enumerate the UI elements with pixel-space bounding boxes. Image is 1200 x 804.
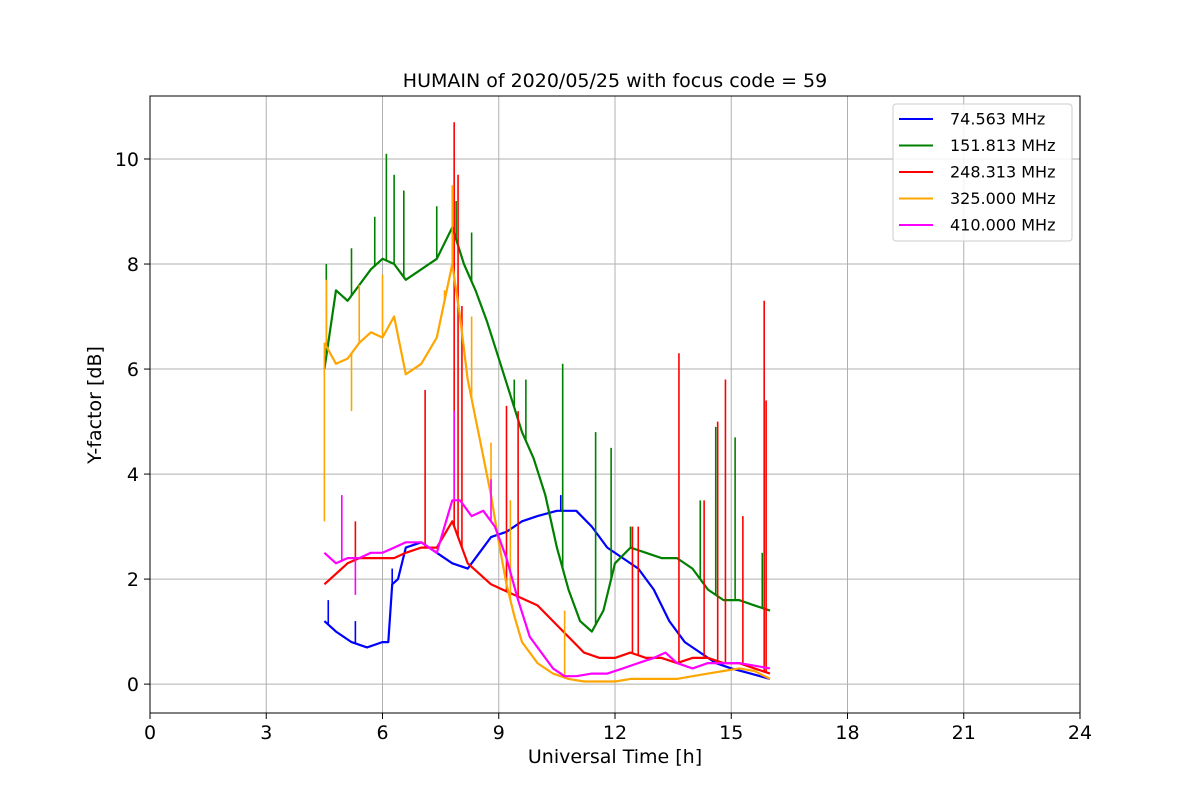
series-layer <box>323 122 771 683</box>
x-tick-label: 18 <box>835 722 859 744</box>
legend-items: 74.563 MHz 151.813 MHz 248.313 MHz 325.000 … <box>899 110 1055 235</box>
legend-box <box>892 103 1073 242</box>
legend-label: 151.813 MHz <box>950 136 1055 155</box>
chart-title: HUMAIN of 2020/05/25 with focus code = 5… <box>403 70 827 92</box>
y-tick-label: 2 <box>127 569 139 591</box>
x-tick-label: 6 <box>376 722 388 744</box>
series-line-5 <box>323 499 771 678</box>
x-tick-label: 12 <box>603 722 627 744</box>
series-line-1 <box>323 509 771 680</box>
legend-label: 74.563 MHz <box>950 110 1045 129</box>
series-line-3 <box>323 520 771 675</box>
legend-label: 325.000 MHz <box>950 189 1055 208</box>
y-tick-label: 6 <box>127 359 139 381</box>
y-tick-label: 10 <box>115 149 139 171</box>
legend-label: 410.000 MHz <box>950 216 1055 235</box>
y-tick-label: 4 <box>127 464 139 486</box>
y-tick-label: 8 <box>127 254 139 276</box>
y-axis-label: Y-factor [dB] <box>84 346 106 465</box>
x-tick-label: 21 <box>952 722 976 744</box>
series-line-4 <box>323 262 771 683</box>
x-tick-label: 15 <box>719 722 743 744</box>
legend: 74.563 MHz 151.813 MHz 248.313 MHz 325.000 … <box>892 103 1073 242</box>
x-tick-label: 9 <box>493 722 505 744</box>
series-line-2 <box>323 226 771 633</box>
x-axis-label: Universal Time [h] <box>528 746 702 768</box>
legend-label: 248.313 MHz <box>950 163 1055 182</box>
x-tick-label: 0 <box>144 722 156 744</box>
x-tick-label: 24 <box>1068 722 1092 744</box>
x-tick-label: 3 <box>260 722 272 744</box>
y-tick-label: 0 <box>127 674 139 696</box>
